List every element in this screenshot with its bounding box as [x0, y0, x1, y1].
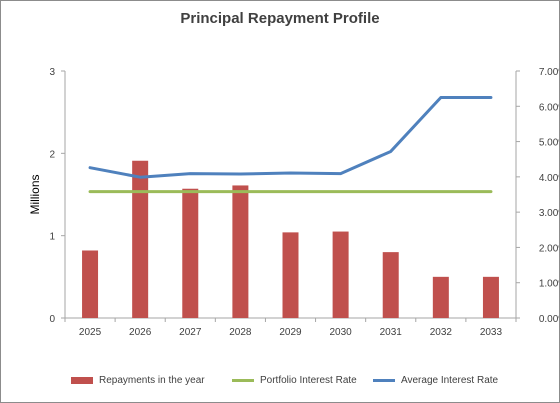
- x-tick-label: 2032: [430, 327, 453, 338]
- y-tick-label-right: 3.00%: [539, 208, 559, 219]
- legend-item: Average Interest Rate: [373, 375, 498, 386]
- y-tick-label-left: 3: [49, 67, 55, 78]
- legend-swatch: [232, 379, 254, 382]
- x-tick-label: 2029: [279, 327, 302, 338]
- legend-swatch: [71, 377, 93, 384]
- y-tick-label-left: 1: [49, 232, 55, 243]
- legend-item: Portfolio Interest Rate: [232, 375, 357, 386]
- y-tick-label-right: 2.00%: [539, 243, 559, 254]
- chart-title: Principal Repayment Profile: [180, 10, 380, 27]
- x-tick-label: 2025: [79, 327, 102, 338]
- x-tick-label: 2031: [380, 327, 403, 338]
- bar: [132, 160, 149, 318]
- chart-legend: Repayments in the year Portfolio Interest…: [1, 375, 559, 393]
- bar: [232, 185, 249, 318]
- y-axis-title: Millions: [28, 174, 42, 214]
- legend-label: Repayments in the year: [99, 375, 205, 386]
- y-tick-label-left: 0: [49, 314, 55, 325]
- legend-swatch: [373, 379, 395, 382]
- y-tick-label-right: 6.00%: [539, 102, 559, 113]
- x-tick-label: 2030: [329, 327, 352, 338]
- bar: [332, 231, 349, 318]
- legend-label: Average Interest Rate: [401, 375, 499, 386]
- bar: [82, 250, 99, 318]
- x-tick-label: 2033: [480, 327, 503, 338]
- y-tick-label-right: 4.00%: [539, 173, 559, 184]
- y-tick-label-right: 1.00%: [539, 279, 559, 290]
- legend-item: Repayments in the year: [71, 375, 205, 386]
- series-line-1: [88, 95, 493, 179]
- bar: [482, 276, 499, 318]
- y-tick-label-right: 0.00%: [539, 314, 559, 325]
- y-tick-label-right: 5.00%: [539, 138, 559, 149]
- y-tick-label-left: 2: [49, 149, 55, 160]
- legend-label: Portfolio Interest Rate: [260, 375, 357, 386]
- x-tick-label: 2028: [229, 327, 252, 338]
- y-tick-label-right: 7.00%: [539, 67, 559, 78]
- bar: [382, 252, 399, 318]
- x-tick-label: 2026: [129, 327, 152, 338]
- bar: [432, 276, 449, 318]
- bar: [282, 232, 299, 318]
- bar: [182, 188, 199, 318]
- x-tick-label: 2027: [179, 327, 202, 338]
